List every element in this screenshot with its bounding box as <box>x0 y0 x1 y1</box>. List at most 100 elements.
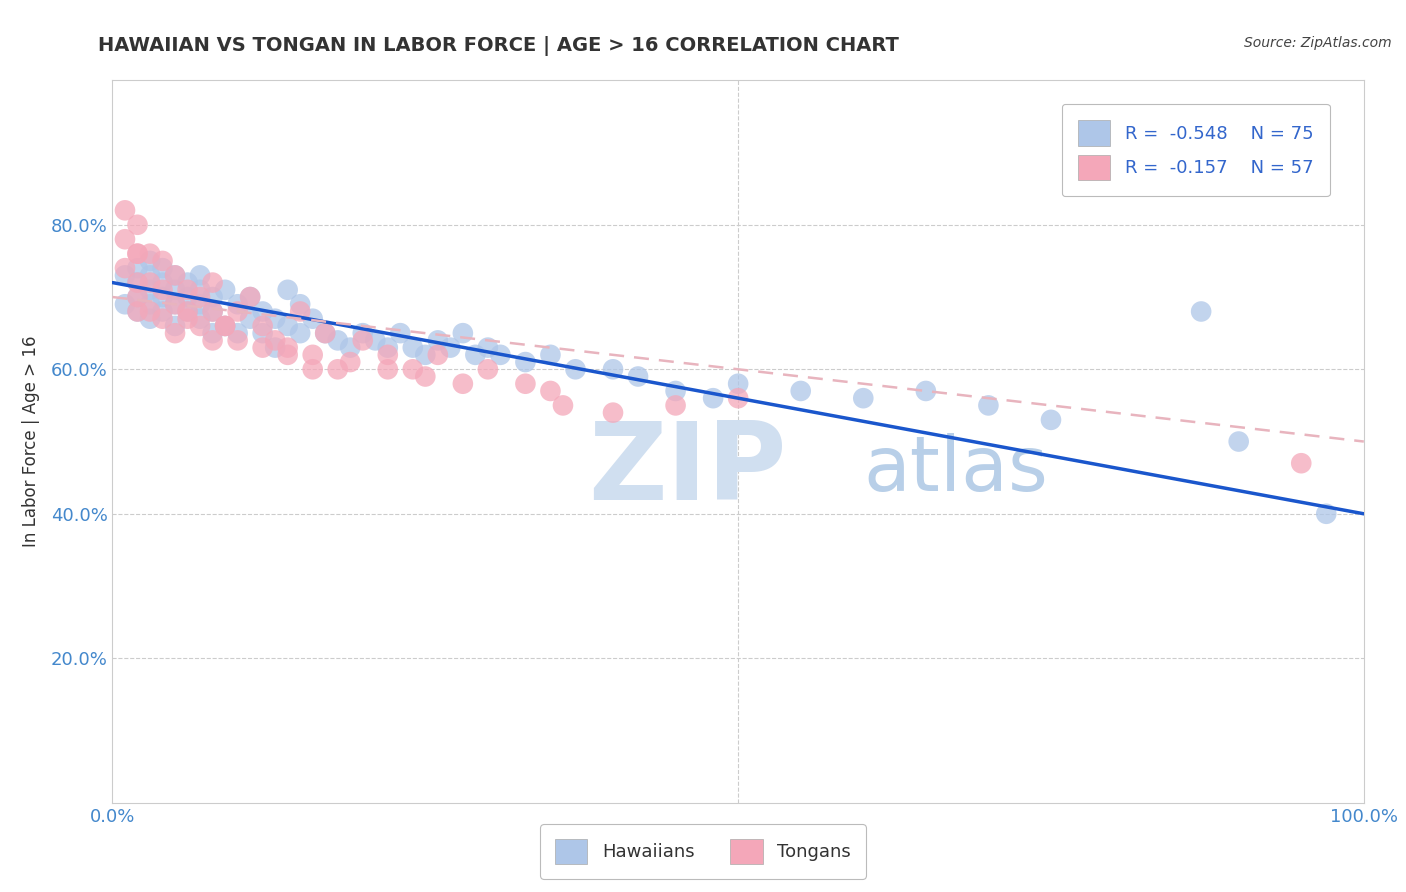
Point <box>264 334 287 348</box>
Point <box>301 348 323 362</box>
Point <box>127 218 149 232</box>
Point <box>790 384 813 398</box>
Point <box>226 297 249 311</box>
Point <box>352 334 374 348</box>
Point <box>176 276 198 290</box>
Point <box>127 290 149 304</box>
Point <box>239 290 262 304</box>
Point <box>201 326 224 340</box>
Point <box>602 406 624 420</box>
Point <box>426 348 449 362</box>
Point <box>152 290 174 304</box>
Point <box>1291 456 1313 470</box>
Point <box>139 253 162 268</box>
Point <box>176 290 198 304</box>
Point <box>277 348 299 362</box>
Point <box>1189 304 1212 318</box>
Point <box>226 334 249 348</box>
Point <box>277 341 299 355</box>
Point <box>727 376 749 391</box>
Point <box>326 334 349 348</box>
Point <box>301 362 323 376</box>
Point <box>214 318 236 333</box>
Point <box>127 246 149 260</box>
Point <box>477 341 499 355</box>
Point <box>439 341 461 355</box>
Point <box>139 297 162 311</box>
Point <box>163 326 186 340</box>
Point <box>163 268 186 283</box>
Point <box>702 391 724 405</box>
Point <box>377 341 399 355</box>
Point <box>239 290 262 304</box>
Point <box>188 318 211 333</box>
Point <box>413 369 436 384</box>
Y-axis label: In Labor Force | Age > 16: In Labor Force | Age > 16 <box>21 335 39 548</box>
Point <box>214 318 236 333</box>
Point <box>538 384 561 398</box>
Point <box>1039 413 1063 427</box>
Point <box>201 304 224 318</box>
Point <box>176 304 198 318</box>
Text: Source: ZipAtlas.com: Source: ZipAtlas.com <box>1244 36 1392 50</box>
Point <box>163 268 186 283</box>
Point <box>239 311 262 326</box>
Text: atlas: atlas <box>863 434 1047 508</box>
Text: ZIP: ZIP <box>588 417 786 524</box>
Point <box>602 362 624 376</box>
Point <box>226 304 249 318</box>
Point <box>163 297 186 311</box>
Point <box>214 283 236 297</box>
Point <box>226 326 249 340</box>
Point <box>188 297 211 311</box>
Point <box>277 318 299 333</box>
Point <box>139 311 162 326</box>
Point <box>377 362 399 376</box>
Point <box>152 283 174 297</box>
Point <box>127 276 149 290</box>
Point <box>152 276 174 290</box>
Point <box>538 348 561 362</box>
Point <box>152 311 174 326</box>
Point <box>515 376 537 391</box>
Point <box>252 318 274 333</box>
Point <box>114 232 136 246</box>
Point <box>290 304 312 318</box>
Point <box>277 283 299 297</box>
Point <box>377 348 399 362</box>
Point <box>252 341 274 355</box>
Point <box>127 290 149 304</box>
Point <box>139 283 162 297</box>
Point <box>127 276 149 290</box>
Point <box>290 326 312 340</box>
Point <box>114 261 136 276</box>
Point <box>664 398 686 412</box>
Point <box>627 369 650 384</box>
Point <box>314 326 336 340</box>
Point <box>1315 507 1337 521</box>
Point <box>201 276 224 290</box>
Point <box>326 362 349 376</box>
Point <box>127 304 149 318</box>
Point <box>664 384 686 398</box>
Point <box>389 326 412 340</box>
Point <box>201 304 224 318</box>
Point <box>188 283 211 297</box>
Point <box>489 348 512 362</box>
Point <box>464 348 486 362</box>
Point <box>152 261 174 276</box>
Point <box>201 290 224 304</box>
Point <box>339 341 361 355</box>
Point <box>977 398 1000 412</box>
Legend: Hawaiians, Tongans: Hawaiians, Tongans <box>540 824 866 879</box>
Point <box>188 311 211 326</box>
Point <box>451 326 474 340</box>
Point <box>201 334 224 348</box>
Point <box>252 326 274 340</box>
Point <box>139 304 162 318</box>
Point <box>127 304 149 318</box>
Point <box>188 290 211 304</box>
Point <box>852 391 875 405</box>
Point <box>252 304 274 318</box>
Point <box>214 318 236 333</box>
